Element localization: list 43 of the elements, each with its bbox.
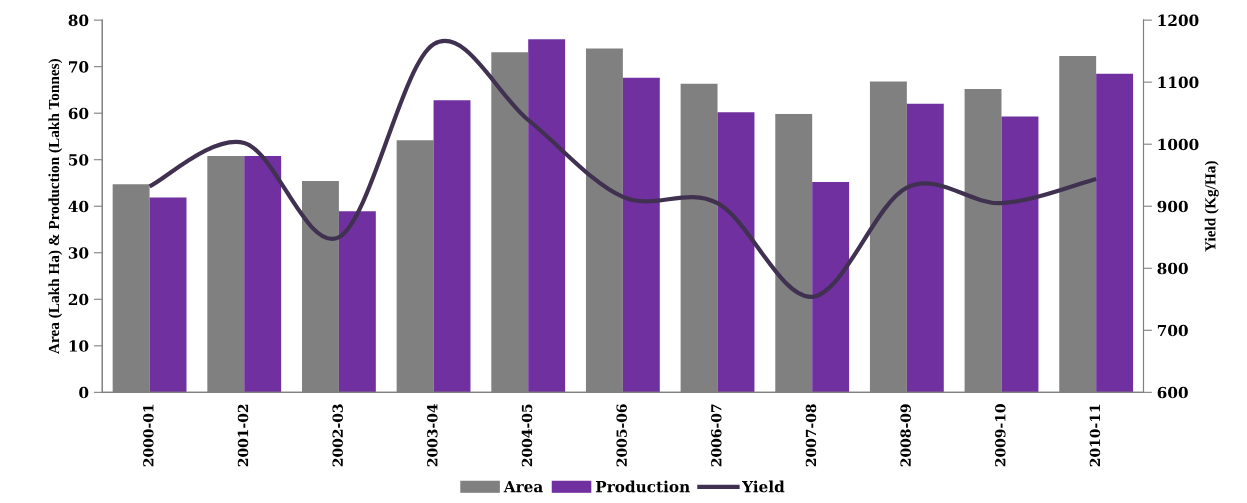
- legend-label: Production: [595, 480, 690, 493]
- x-tick-label: 2007-08: [805, 404, 817, 467]
- bar: [149, 197, 187, 393]
- x-tick-label: 2009-10: [995, 404, 1006, 467]
- bar: [433, 100, 471, 393]
- x-tick-label: 2008-09: [900, 404, 911, 467]
- y-tick-label: 40: [68, 200, 89, 213]
- y2-tick-label: 700: [1157, 324, 1188, 337]
- x-tick-label: 2010-11: [1089, 404, 1101, 467]
- y-tick-label: 60: [68, 107, 89, 120]
- y-tick-label: 30: [68, 247, 89, 259]
- bar: [1001, 116, 1039, 393]
- y-tick-label: 0: [79, 386, 89, 399]
- bar: [244, 155, 282, 393]
- y-tick-label: 50: [69, 154, 89, 166]
- bar: [717, 112, 755, 393]
- y-tick-label: 80: [68, 14, 89, 27]
- x-tick-label: 2004-05: [521, 404, 533, 467]
- y-tick-label: 20: [68, 293, 89, 306]
- y2-axis-title: Yield (Kg/Ha): [1204, 161, 1219, 252]
- x-tick-label: 2002-03: [332, 404, 343, 467]
- bar: [812, 182, 850, 393]
- y2-tick-label: 1000: [1158, 138, 1199, 151]
- bar: [528, 39, 566, 393]
- y2-tick-label: 1200: [1158, 14, 1199, 27]
- y-axis-title: Area (Lakh Ha) & Production (Lakh Tonnes): [48, 59, 63, 354]
- x-tick-label: 2005-06: [616, 404, 627, 467]
- bar: [1096, 73, 1134, 393]
- y-tick-label: 10: [69, 340, 89, 352]
- bar: [338, 211, 376, 393]
- y2-tick-label: 600: [1157, 386, 1188, 399]
- legend-label: Area: [503, 481, 543, 493]
- legend-label: Yield: [742, 480, 785, 493]
- x-tick-label: 2000-01: [143, 404, 154, 467]
- y2-tick-label: 1100: [1158, 76, 1199, 89]
- y2-tick-label: 800: [1157, 262, 1188, 275]
- bar: [906, 103, 944, 393]
- y-tick-label: 70: [69, 61, 89, 73]
- x-tick-label: 2006-07: [711, 404, 722, 467]
- bar: [622, 77, 660, 393]
- x-tick-label: 2001-02: [237, 404, 249, 467]
- y2-tick-label: 900: [1157, 200, 1188, 213]
- x-tick-label: 2003-04: [427, 404, 438, 467]
